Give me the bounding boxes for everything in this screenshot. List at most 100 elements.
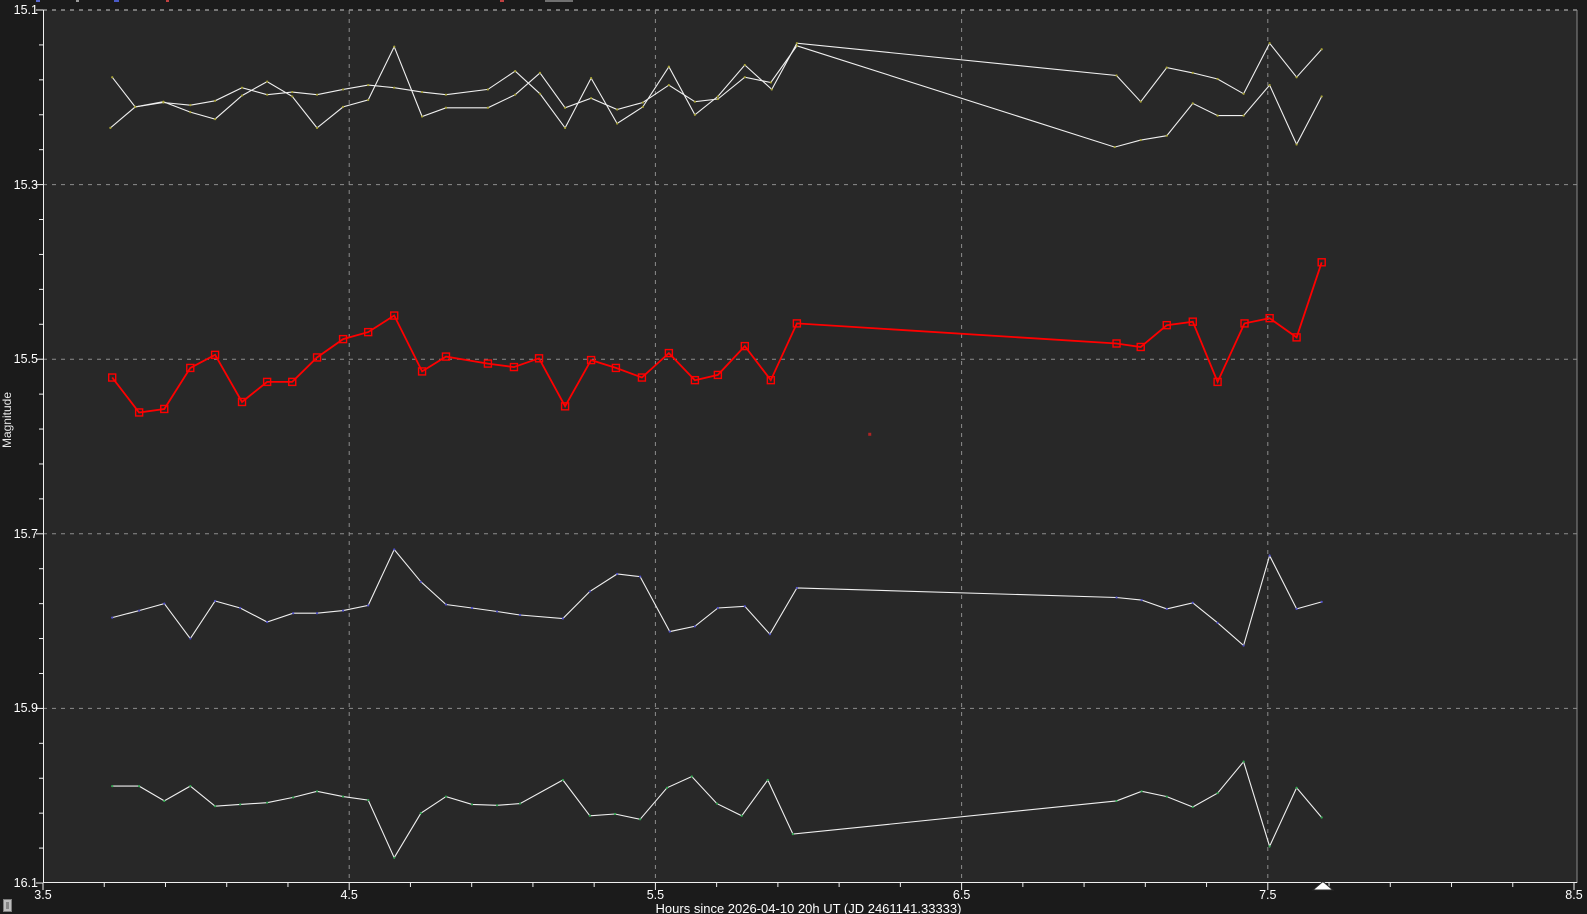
comparison-star-4-point[interactable]: [588, 814, 591, 817]
target-star-marker[interactable]: [586, 355, 596, 365]
comparison-star-4-point[interactable]: [690, 775, 693, 778]
target-star-marker[interactable]: [664, 348, 674, 358]
comparison-star-3-point[interactable]: [693, 625, 696, 628]
target-star-marker[interactable]: [363, 327, 373, 337]
target-star-marker[interactable]: [713, 370, 723, 380]
comparison-star-4-point[interactable]: [393, 856, 396, 859]
comparison-star-3-point[interactable]: [1140, 599, 1143, 602]
comparison-star-2-point[interactable]: [266, 93, 269, 96]
comparison-star-3-point[interactable]: [1191, 601, 1194, 604]
comparison-star-4-point[interactable]: [613, 812, 617, 816]
comparison-star-4-point[interactable]: [1191, 805, 1194, 809]
comparison-star-4-point[interactable]: [341, 795, 345, 798]
comparison-star-4-point[interactable]: [1268, 845, 1271, 848]
comparison-star-4-point[interactable]: [791, 833, 794, 836]
panel-grip-icon[interactable]: [3, 899, 12, 912]
comparison-star-4-point[interactable]: [1242, 760, 1245, 763]
comparison-star-2-point[interactable]: [109, 126, 112, 129]
target-star-marker[interactable]: [1292, 333, 1301, 342]
target-star-marker[interactable]: [1188, 317, 1197, 326]
comparison-star-4-point[interactable]: [740, 814, 743, 817]
comparison-star-2-point[interactable]: [420, 90, 424, 94]
comparison-star-3-point[interactable]: [292, 612, 295, 615]
comparison-star-4-point[interactable]: [470, 803, 474, 806]
comparison-star-1-point[interactable]: [616, 108, 619, 111]
target-star-marker[interactable]: [1240, 319, 1249, 328]
comparison-star-1-point[interactable]: [667, 83, 670, 87]
comparison-star-1-point[interactable]: [1320, 95, 1323, 98]
comparison-star-3-point[interactable]: [616, 572, 619, 576]
comparison-star-3-point[interactable]: [638, 575, 642, 578]
comparison-star-3-point[interactable]: [1268, 554, 1271, 557]
comparison-star-3-point[interactable]: [111, 616, 114, 619]
comparison-star-1-point[interactable]: [1242, 114, 1245, 117]
comparison-star-2-point[interactable]: [367, 83, 370, 87]
target-star-marker[interactable]: [1136, 342, 1145, 352]
target-star-marker[interactable]: [1265, 313, 1274, 323]
comparison-star-2-point[interactable]: [444, 93, 448, 96]
comparison-star-2-point[interactable]: [589, 76, 593, 80]
target-star-marker[interactable]: [1317, 258, 1326, 267]
comparison-star-2-point[interactable]: [341, 88, 345, 91]
comparison-star-4-point[interactable]: [665, 786, 669, 789]
comparison-star-4-point[interactable]: [1216, 791, 1219, 795]
comparison-star-2-point[interactable]: [486, 88, 490, 91]
comparison-star-4-point[interactable]: [518, 802, 522, 805]
comparison-star-3-point[interactable]: [795, 586, 798, 590]
comparison-star-3-point[interactable]: [213, 599, 217, 603]
comparison-star-4-point[interactable]: [638, 818, 642, 821]
comparison-star-1-point[interactable]: [1216, 114, 1219, 117]
comparison-star-1-point[interactable]: [514, 93, 517, 96]
target-star-marker[interactable]: [560, 402, 570, 411]
comparison-star-4-point[interactable]: [1320, 816, 1323, 819]
comparison-star-1-point[interactable]: [716, 97, 719, 101]
comparison-star-1-point[interactable]: [315, 126, 319, 129]
target-star-marker[interactable]: [1213, 377, 1222, 387]
comparison-star-2-point[interactable]: [641, 105, 644, 109]
comparison-star-4-point[interactable]: [315, 790, 319, 793]
comparison-star-4-point[interactable]: [292, 796, 295, 799]
comparison-star-4-point[interactable]: [715, 802, 719, 805]
comparison-star-2-point[interactable]: [213, 99, 217, 102]
target-star-marker[interactable]: [766, 375, 776, 385]
comparison-star-3-point[interactable]: [561, 617, 565, 620]
target-star-marker[interactable]: [288, 377, 297, 387]
comparison-star-1-point[interactable]: [641, 101, 644, 104]
comparison-star-3-point[interactable]: [315, 612, 319, 615]
target-star-marker[interactable]: [338, 334, 348, 344]
target-star-marker[interactable]: [134, 408, 144, 417]
target-star-marker[interactable]: [1162, 320, 1171, 330]
comparison-star-3-point[interactable]: [266, 620, 269, 624]
comparison-star-3-point[interactable]: [419, 580, 422, 583]
target-star-marker[interactable]: [108, 373, 117, 382]
plot-area[interactable]: [43, 10, 1577, 883]
comparison-star-1-point[interactable]: [240, 94, 244, 97]
comparison-star-3-point[interactable]: [743, 605, 746, 608]
comparison-star-2-point[interactable]: [1115, 74, 1118, 77]
target-star-marker[interactable]: [740, 341, 750, 351]
comparison-star-1-point[interactable]: [1139, 138, 1142, 142]
comparison-star-4-point[interactable]: [419, 812, 422, 815]
target-star-marker[interactable]: [441, 352, 451, 361]
target-star-marker[interactable]: [1112, 339, 1121, 348]
comparison-star-2-point[interactable]: [770, 88, 773, 91]
comparison-star-4-point[interactable]: [111, 784, 114, 788]
comparison-star-2-point[interactable]: [716, 95, 719, 98]
comparison-star-2-point[interactable]: [1216, 77, 1219, 81]
comparison-star-3-point[interactable]: [367, 604, 370, 607]
comparison-star-1-point[interactable]: [538, 71, 542, 74]
comparison-star-2-point[interactable]: [291, 90, 294, 94]
comparison-star-3-point[interactable]: [518, 613, 522, 617]
comparison-star-3-point[interactable]: [393, 548, 396, 551]
comparison-star-1-point[interactable]: [589, 97, 593, 100]
comparison-star-1-point[interactable]: [444, 106, 448, 109]
comparison-star-3-point[interactable]: [1295, 607, 1298, 610]
comparison-star-1-point[interactable]: [743, 76, 746, 79]
comparison-star-1-point[interactable]: [1295, 143, 1298, 146]
comparison-star-3-point[interactable]: [1165, 607, 1168, 610]
target-star-marker[interactable]: [483, 359, 493, 368]
comparison-star-2-point[interactable]: [1242, 92, 1245, 95]
comparison-star-3-point[interactable]: [138, 609, 141, 612]
comparison-star-2-point[interactable]: [1320, 48, 1323, 51]
target-star-marker[interactable]: [417, 367, 427, 376]
